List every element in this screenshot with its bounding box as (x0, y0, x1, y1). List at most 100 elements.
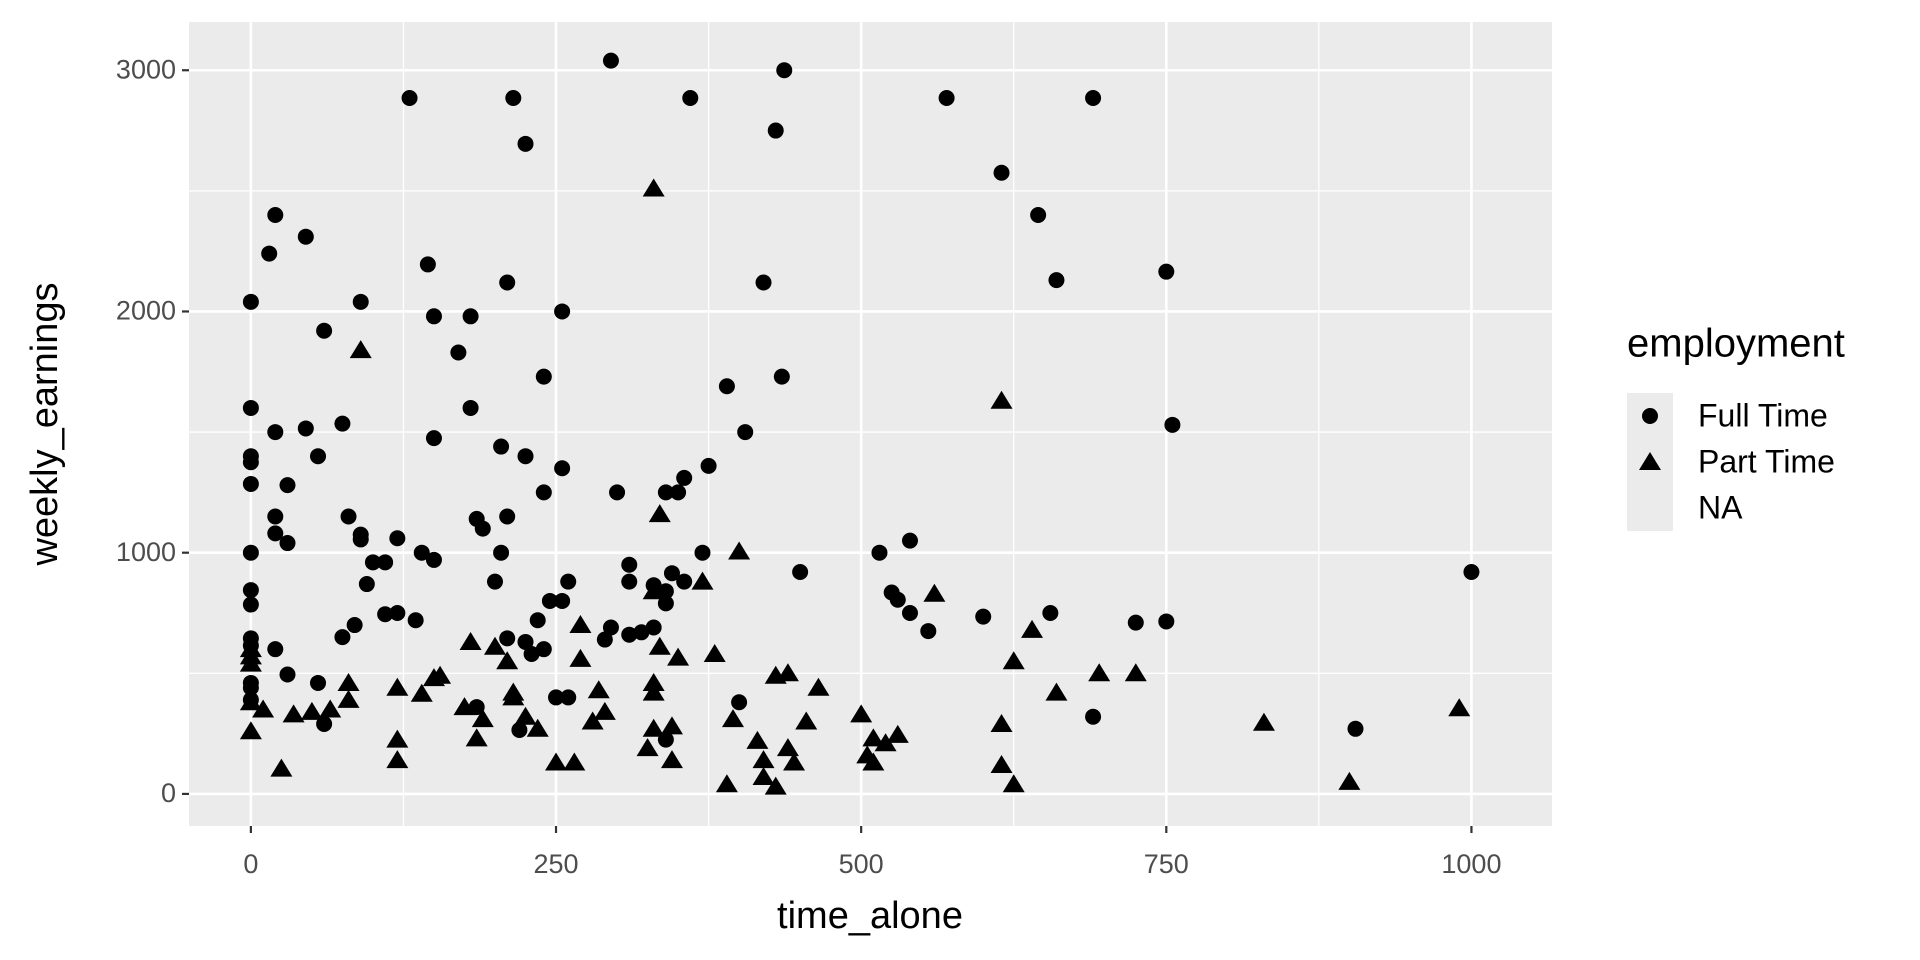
point (694, 544, 711, 561)
point (242, 679, 259, 696)
point (242, 596, 259, 613)
point (279, 666, 296, 683)
point (1124, 663, 1147, 682)
point (267, 508, 284, 525)
point (1030, 206, 1047, 223)
point (795, 711, 818, 730)
point (722, 709, 745, 728)
point (920, 623, 937, 640)
point (340, 508, 357, 525)
point (1164, 416, 1181, 433)
point (239, 692, 262, 711)
point (496, 651, 519, 670)
point (471, 709, 494, 728)
point (938, 89, 955, 106)
point (422, 668, 445, 687)
point (242, 582, 259, 599)
point (676, 469, 693, 486)
point (419, 256, 436, 273)
plot-panel (189, 22, 1552, 826)
x-tick-label: 750 (1144, 849, 1189, 879)
point (316, 715, 333, 732)
point (621, 556, 638, 573)
point (660, 716, 683, 735)
point (807, 677, 830, 696)
point (486, 573, 503, 590)
point (901, 604, 918, 621)
legend-symbol (1642, 408, 1658, 424)
legend-symbol (1639, 452, 1661, 470)
point (642, 581, 665, 600)
point (715, 774, 738, 793)
point (642, 178, 665, 197)
point (300, 701, 323, 720)
point (1158, 263, 1175, 280)
point (493, 544, 510, 561)
point (569, 648, 592, 667)
point (636, 738, 659, 757)
point (541, 592, 558, 609)
point (862, 728, 885, 747)
point (453, 697, 476, 716)
legend-label: Part Time (1698, 443, 1835, 479)
point (425, 551, 442, 568)
point (270, 758, 293, 777)
point (901, 532, 918, 549)
x-axis-title: time_alone (777, 895, 963, 937)
point (645, 619, 662, 636)
point (410, 683, 433, 702)
point (517, 448, 534, 465)
point (746, 730, 769, 749)
point (783, 752, 806, 771)
point (554, 592, 571, 609)
point (279, 535, 296, 552)
point (242, 544, 259, 561)
point (862, 752, 885, 771)
point (377, 554, 394, 571)
point (764, 665, 787, 684)
point (871, 544, 888, 561)
point (242, 399, 259, 416)
point (596, 631, 613, 648)
point (581, 711, 604, 730)
point (648, 636, 671, 655)
point (569, 615, 592, 634)
point (252, 699, 275, 718)
point (889, 591, 906, 608)
point (352, 293, 369, 310)
point (657, 484, 674, 501)
point (499, 508, 516, 525)
point (776, 738, 799, 757)
point (462, 308, 479, 325)
point (648, 504, 671, 523)
point (990, 754, 1013, 773)
point (239, 721, 262, 740)
point (718, 378, 735, 395)
point (621, 626, 638, 643)
point (776, 62, 793, 79)
point (560, 573, 577, 590)
point (450, 344, 467, 361)
point (563, 752, 586, 771)
point (1085, 89, 1102, 106)
point (587, 680, 610, 699)
point (593, 701, 616, 720)
point (267, 525, 284, 542)
point (642, 682, 665, 701)
y-tick-label: 0 (161, 778, 176, 808)
point (545, 752, 568, 771)
point (682, 89, 699, 106)
point (242, 454, 259, 471)
point (767, 122, 784, 139)
point (319, 699, 342, 718)
point (535, 641, 552, 658)
point (1048, 272, 1065, 289)
point (407, 612, 424, 629)
point (633, 624, 650, 641)
point (923, 583, 946, 602)
point (1463, 563, 1480, 580)
point (401, 89, 418, 106)
point (1042, 604, 1059, 621)
x-tick-label: 250 (533, 849, 578, 879)
